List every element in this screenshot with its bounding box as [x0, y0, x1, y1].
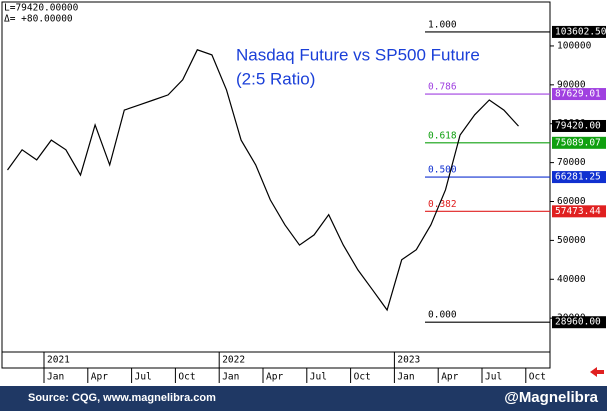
x-tick-label: Jan	[222, 372, 239, 383]
y-tick-label: 100000	[557, 40, 592, 51]
fib-value-box	[552, 25, 606, 38]
x-tick-label: Jul	[485, 372, 502, 383]
fib-ratio: 1.000	[428, 19, 457, 30]
scroll-arrow[interactable]	[590, 367, 604, 377]
handle: @Magnelibra	[504, 389, 598, 406]
x-tick-label: Jul	[135, 372, 152, 383]
fib-value-box	[552, 171, 606, 184]
x-tick-label: Oct	[529, 372, 546, 383]
y-tick-label: 90000	[557, 79, 586, 90]
y-tick-label: 70000	[557, 157, 586, 168]
x-tick-label: Jul	[310, 372, 327, 383]
fib-value-box	[552, 205, 606, 218]
x-tick-label: Oct	[354, 372, 371, 383]
last-price-label: 79420.00	[555, 120, 601, 131]
source: Source: CQG, www.magnelibra.com	[28, 392, 216, 404]
fib-value-box	[552, 316, 606, 329]
fib-ratio: 0.500	[428, 165, 457, 176]
x-tick-label: Apr	[441, 372, 458, 383]
y-tick-label: 50000	[557, 235, 586, 246]
year-label: 2021	[47, 355, 70, 366]
price-line	[7, 49, 519, 312]
fib-ratio: 0.382	[428, 199, 457, 210]
fib-ratio: 0.618	[428, 130, 457, 141]
x-tick-label: Jan	[47, 372, 64, 383]
fib-value-box	[552, 88, 606, 101]
y-tick-label: 60000	[557, 196, 586, 207]
fib-value-label: 66281.25	[555, 172, 601, 183]
year-label: 2023	[397, 355, 420, 366]
fib-value-label: 87629.01	[555, 89, 601, 100]
footer	[0, 386, 607, 411]
readout: L=79420.00000	[4, 3, 79, 14]
y-tick-label: 40000	[557, 274, 586, 285]
year-label: 2022	[222, 355, 245, 366]
fib-value-box	[552, 136, 606, 149]
fib-ratio: 0.000	[428, 310, 457, 321]
chart-subtitle: (2:5 Ratio)	[236, 69, 315, 88]
x-tick-label: Apr	[91, 372, 108, 383]
fib-ratio: 0.786	[428, 82, 457, 93]
x-tick-label: Oct	[178, 372, 195, 383]
x-tick-label: Jan	[397, 372, 414, 383]
chart-title: Nasdaq Future vs SP500 Future	[236, 45, 480, 64]
readout: Δ= +80.00000	[4, 14, 73, 25]
fib-value-label: 57473.44	[555, 206, 601, 217]
fib-value-label: 103602.50	[555, 26, 607, 37]
x-tick-label: Apr	[266, 372, 283, 383]
fib-value-label: 28960.00	[555, 317, 601, 328]
fib-value-label: 75089.07	[555, 137, 601, 148]
last-price-box	[552, 119, 606, 132]
